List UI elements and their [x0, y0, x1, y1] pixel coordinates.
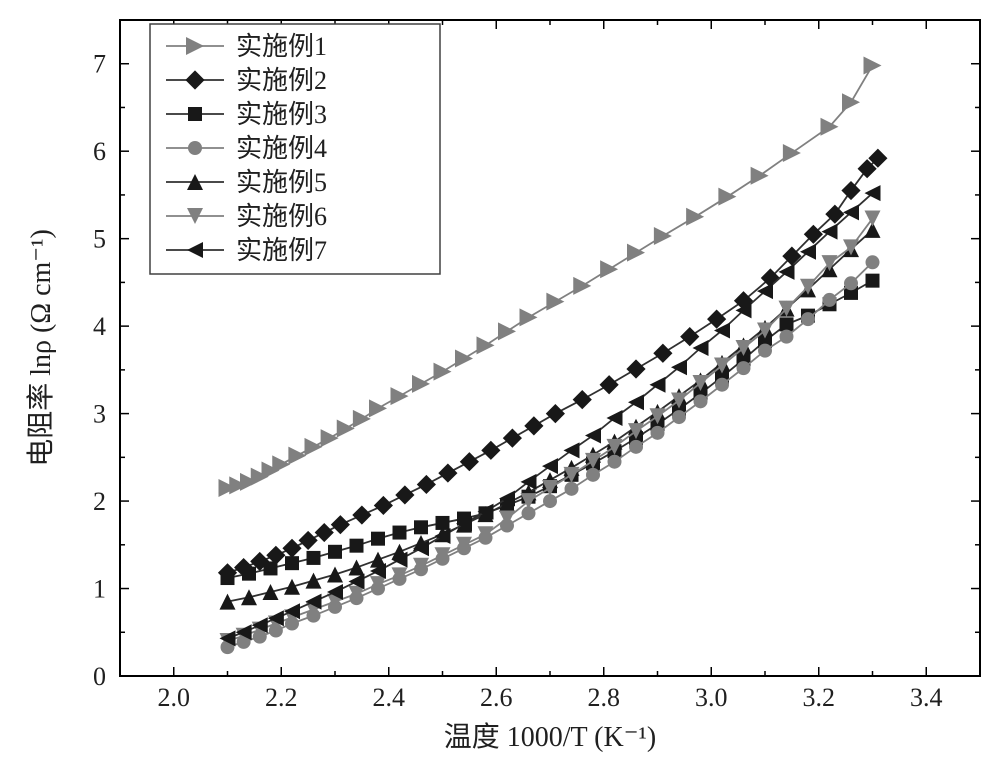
- x-tick-label: 3.0: [695, 683, 728, 712]
- y-tick-label: 5: [93, 225, 106, 254]
- legend-label: 实施例4: [236, 134, 327, 163]
- x-tick-label: 3.4: [910, 683, 943, 712]
- x-tick-label: 2.4: [373, 683, 406, 712]
- legend-label: 实施例3: [236, 100, 327, 129]
- x-axis-title: 温度 1000/T (K⁻¹): [444, 721, 656, 753]
- x-tick-label: 3.2: [803, 683, 836, 712]
- legend-label: 实施例7: [236, 236, 327, 265]
- y-tick-label: 4: [93, 312, 106, 341]
- y-axis-title: 电阻率 lnρ (Ω cm⁻¹): [25, 229, 57, 467]
- x-tick-label: 2.2: [265, 683, 298, 712]
- resistivity-vs-temperature-chart: 2.0 2.2 2.4 2.6 2.8 3.0 3.2 3.4 0 1 2 3 4 5 6 7 温度 1000/…: [0, 0, 1000, 766]
- y-tick-label: 1: [93, 575, 106, 604]
- y-tick-label: 6: [93, 137, 106, 166]
- chart-container: 2.0 2.2 2.4 2.6 2.8 3.0 3.2 3.4 0 1 2 3 4 5 6 7 温度 1000/…: [0, 0, 1000, 766]
- legend-label: 实施例5: [236, 168, 327, 197]
- x-tick-label: 2.8: [588, 683, 621, 712]
- y-tick-label: 0: [93, 662, 106, 691]
- y-tick-label: 7: [93, 50, 106, 79]
- legend-label: 实施例6: [236, 202, 327, 231]
- legend-label: 实施例2: [236, 66, 327, 95]
- x-tick-label: 2.0: [158, 683, 191, 712]
- x-tick-label: 2.6: [480, 683, 513, 712]
- legend-label: 实施例1: [236, 32, 327, 61]
- y-tick-label: 2: [93, 487, 106, 516]
- y-tick-label: 3: [93, 400, 106, 429]
